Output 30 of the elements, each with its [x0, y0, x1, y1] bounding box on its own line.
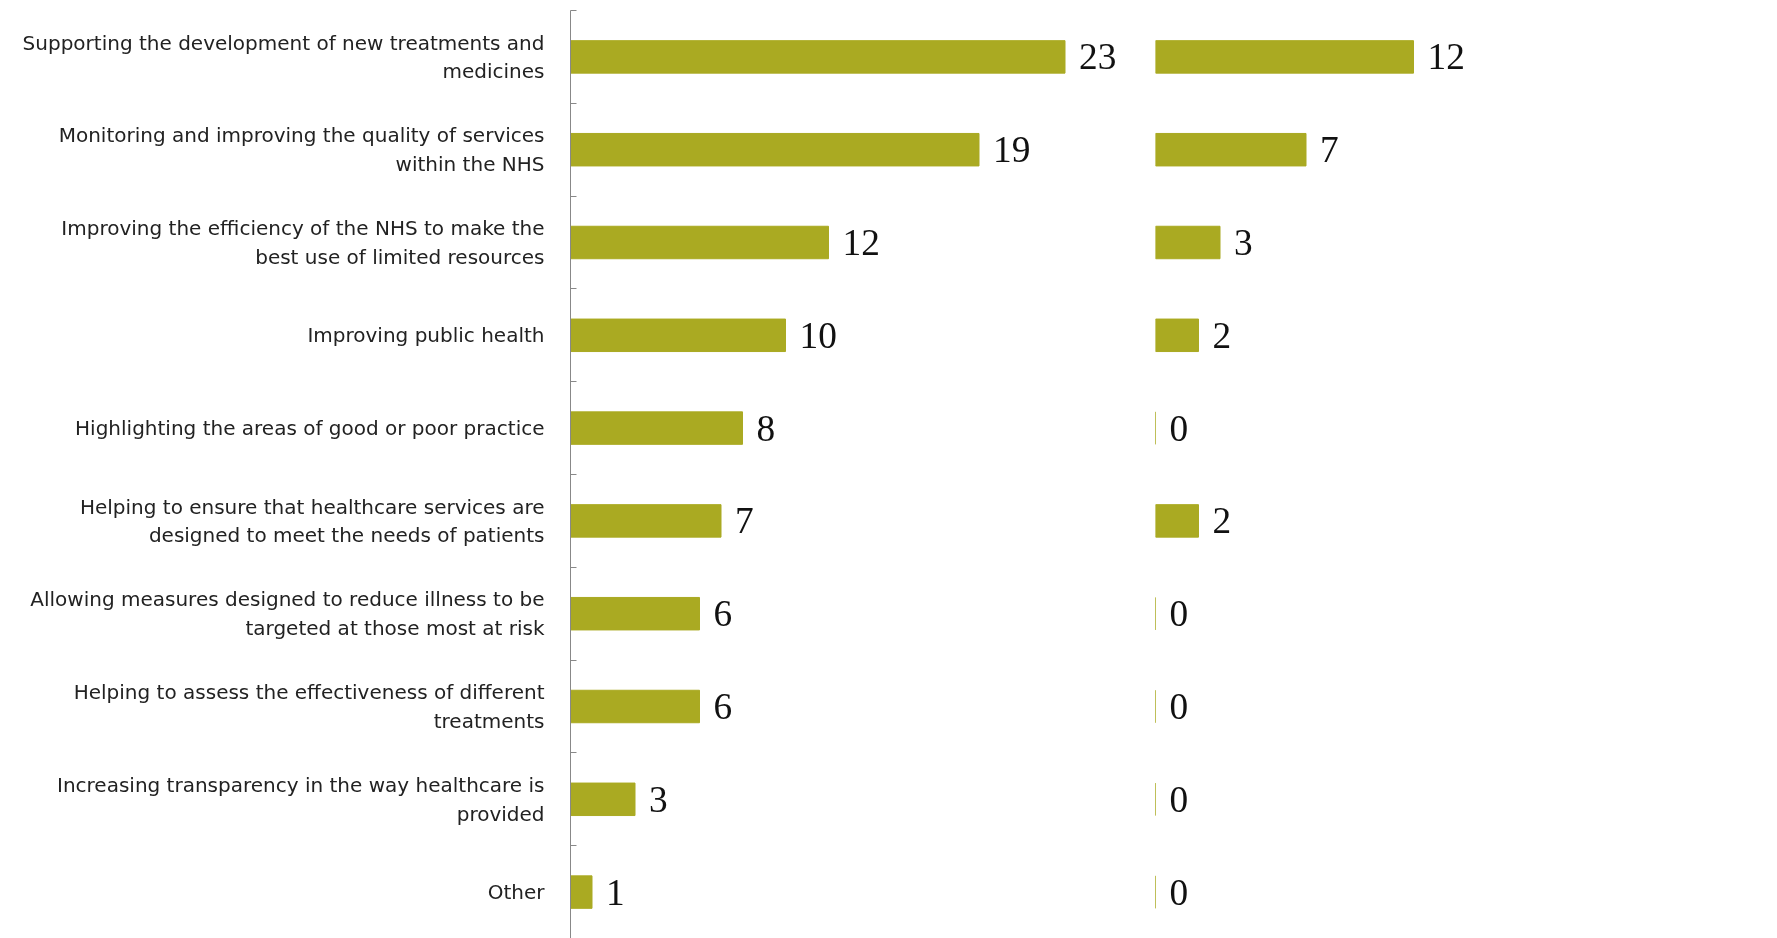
data-label: 0 [1169, 686, 1189, 727]
data-label: 19 [993, 129, 1031, 171]
data-label: 7 [1320, 129, 1339, 171]
y-tick-label: Helping to assess the effectiveness of different treatments [73, 680, 545, 733]
data-label: 0 [1169, 871, 1189, 913]
data-label: 12 [1427, 36, 1465, 78]
data-label: 8 [756, 407, 776, 449]
y-tick-label: Supporting the development of new treatments and medicines [22, 30, 545, 84]
data-label: 2 [1212, 314, 1232, 356]
y-tick-label: Improving public health [307, 323, 545, 348]
data-label: 6 [713, 593, 733, 635]
y-tick-label: Other [487, 880, 546, 905]
y-tick-label: Allowing measures designed to reduce illness to be targeted at those most at risk [30, 587, 545, 641]
y-tick-label: Monitoring and improving the quality of services within the NHS [58, 123, 545, 177]
data-label: 0 [1169, 778, 1189, 820]
data-label: 6 [713, 686, 733, 727]
data-label: 1 [606, 871, 625, 913]
y-tick-label: Increasing transparency in the way healthcare is provided [57, 772, 545, 826]
data-label: 7 [735, 500, 754, 542]
data-label: 3 [1234, 222, 1253, 263]
data-label: 2 [1212, 500, 1232, 542]
data-label: 0 [1169, 407, 1189, 449]
data-label: 10 [799, 314, 837, 356]
data-label: 0 [1169, 593, 1189, 635]
y-tick-label: Highlighting the areas of good or poor practice [75, 416, 545, 441]
y-tick-label: Improving the efficiency of the NHS to make the best use of limited resources [61, 216, 545, 269]
data-label: 3 [649, 778, 668, 820]
y-tick-label: Helping to ensure that healthcare services are designed to meet the needs of patients [79, 494, 545, 548]
data-label: 23 [1079, 36, 1117, 78]
data-label: 12 [842, 222, 880, 263]
